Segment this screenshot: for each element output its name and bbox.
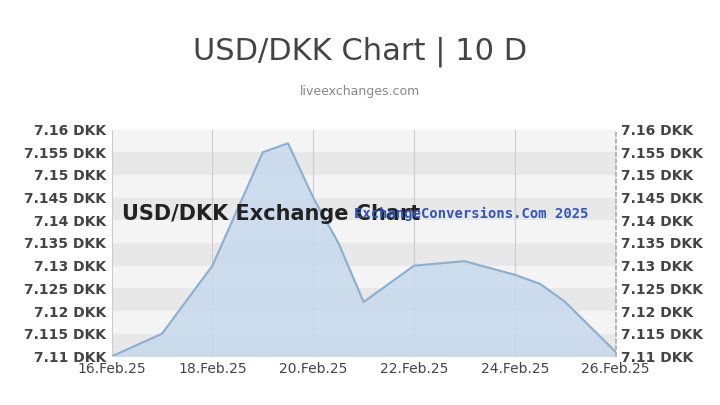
Text: USD/DKK Chart | 10 D: USD/DKK Chart | 10 D bbox=[193, 36, 527, 67]
Bar bbox=[112, 288, 616, 311]
Text: ExchangeConversions.Com 2025: ExchangeConversions.Com 2025 bbox=[354, 207, 588, 221]
Bar bbox=[112, 130, 616, 152]
Bar bbox=[112, 220, 616, 243]
Bar bbox=[112, 334, 616, 356]
Text: liveexchanges.com: liveexchanges.com bbox=[300, 85, 420, 98]
Bar bbox=[112, 266, 616, 288]
Bar bbox=[112, 311, 616, 334]
Bar bbox=[112, 243, 616, 266]
Bar bbox=[112, 175, 616, 198]
Bar bbox=[112, 152, 616, 175]
Text: USD/DKK Exchange Chart: USD/DKK Exchange Chart bbox=[122, 204, 420, 224]
Bar bbox=[112, 198, 616, 220]
